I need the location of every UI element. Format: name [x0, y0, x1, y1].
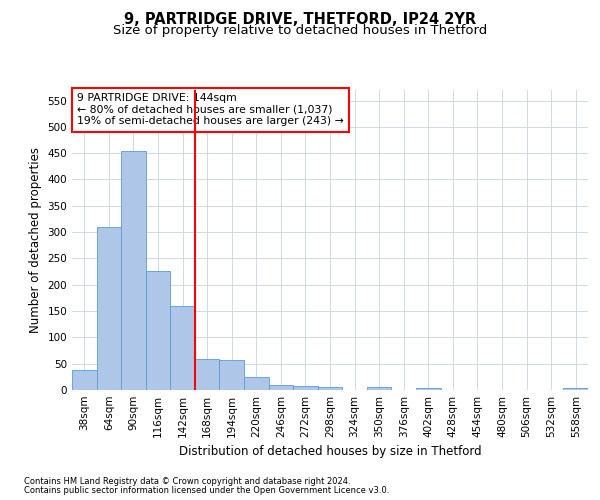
Bar: [97, 227, 121, 390]
Bar: [269, 384, 293, 390]
Bar: [170, 306, 195, 390]
Bar: [563, 388, 588, 390]
Bar: [72, 370, 97, 390]
Bar: [416, 388, 440, 390]
Text: 9 PARTRIDGE DRIVE: 144sqm
← 80% of detached houses are smaller (1,037)
19% of se: 9 PARTRIDGE DRIVE: 144sqm ← 80% of detac…: [77, 93, 344, 126]
Bar: [195, 360, 220, 390]
Bar: [318, 388, 342, 390]
Text: Contains public sector information licensed under the Open Government Licence v3: Contains public sector information licen…: [24, 486, 389, 495]
Bar: [244, 377, 269, 390]
Text: 9, PARTRIDGE DRIVE, THETFORD, IP24 2YR: 9, PARTRIDGE DRIVE, THETFORD, IP24 2YR: [124, 12, 476, 28]
Y-axis label: Number of detached properties: Number of detached properties: [29, 147, 42, 333]
Bar: [146, 270, 170, 390]
X-axis label: Distribution of detached houses by size in Thetford: Distribution of detached houses by size …: [179, 446, 481, 458]
Bar: [121, 150, 146, 390]
Bar: [220, 360, 244, 390]
Bar: [367, 388, 391, 390]
Text: Contains HM Land Registry data © Crown copyright and database right 2024.: Contains HM Land Registry data © Crown c…: [24, 477, 350, 486]
Text: Size of property relative to detached houses in Thetford: Size of property relative to detached ho…: [113, 24, 487, 37]
Bar: [293, 386, 318, 390]
